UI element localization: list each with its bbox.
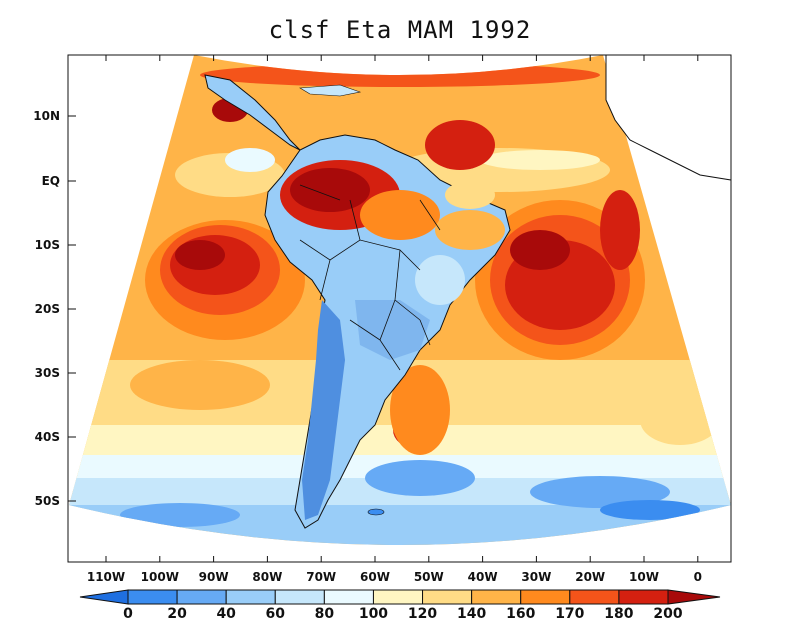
colorbar-swatch xyxy=(225,589,276,605)
colorbar-swatch xyxy=(471,589,522,605)
colorbar-swatch xyxy=(569,589,620,605)
lon-label: 100W xyxy=(141,570,179,584)
colorbar-swatch xyxy=(520,589,571,605)
lon-label: 20W xyxy=(575,570,605,584)
colorbar-tick-label: 180 xyxy=(604,606,633,618)
colorbar-tick-label: 80 xyxy=(315,606,335,618)
colorbar-tick-label: 140 xyxy=(457,606,486,618)
longitude-axis: 110W 100W 90W 80W 70W 60W 50W 40W 30W 20W 10W 0 xyxy=(87,55,702,584)
lat-label: 40S xyxy=(35,430,60,444)
south-america-landmass xyxy=(264,134,511,529)
lon-label: 90W xyxy=(199,570,229,584)
lat-label: 20S xyxy=(35,302,60,316)
colorbar-swatch xyxy=(618,589,669,605)
colorbar-low-arrow xyxy=(79,589,129,605)
lat-label: 50S xyxy=(35,494,60,508)
lon-label: 10W xyxy=(629,570,659,584)
colorbar-tick-label: 170 xyxy=(555,606,584,618)
colorbar-swatch xyxy=(422,589,473,605)
colorbar-tick-label: 120 xyxy=(408,606,437,618)
lat-label: 30S xyxy=(35,366,60,380)
colorbar-swatch xyxy=(274,589,325,605)
lon-label: 50W xyxy=(414,570,444,584)
falkland-islands xyxy=(367,508,385,516)
colorbar-swatch xyxy=(323,589,374,605)
colorbar-tick-label: 20 xyxy=(167,606,187,618)
lon-label: 0 xyxy=(694,570,702,584)
colorbar-tick-label: 200 xyxy=(653,606,682,618)
latitude-axis: 10N EQ 10S 20S 30S 40S 50S xyxy=(33,109,76,508)
colorbar-tick-label: 40 xyxy=(216,606,236,618)
lon-label: 40W xyxy=(468,570,498,584)
map-title: clsf Eta MAM 1992 xyxy=(268,16,532,44)
lat-label: 10S xyxy=(35,238,60,252)
colorbar-tick-label: 60 xyxy=(266,606,286,618)
colorbar-tick-label: 160 xyxy=(506,606,535,618)
colorbar-tick-label: 100 xyxy=(359,606,388,618)
colorbar-swatch xyxy=(176,589,227,605)
colorbar: 0 20 40 60 80 100 120 140 160 170 180 200 xyxy=(79,589,721,618)
central-america-landmass xyxy=(204,74,362,151)
lat-label: EQ xyxy=(42,174,60,188)
colorbar-swatch xyxy=(372,589,424,605)
lon-label: 60W xyxy=(360,570,390,584)
lon-label: 70W xyxy=(306,570,336,584)
lon-label: 80W xyxy=(252,570,282,584)
lat-label: 10N xyxy=(33,109,60,123)
precipitation-field xyxy=(69,55,731,545)
colorbar-tick-label: 0 xyxy=(123,606,133,618)
lon-label: 110W xyxy=(87,570,125,584)
lon-label: 30W xyxy=(521,570,551,584)
colorbar-high-arrow xyxy=(667,589,721,605)
colorbar-swatch xyxy=(127,589,178,605)
